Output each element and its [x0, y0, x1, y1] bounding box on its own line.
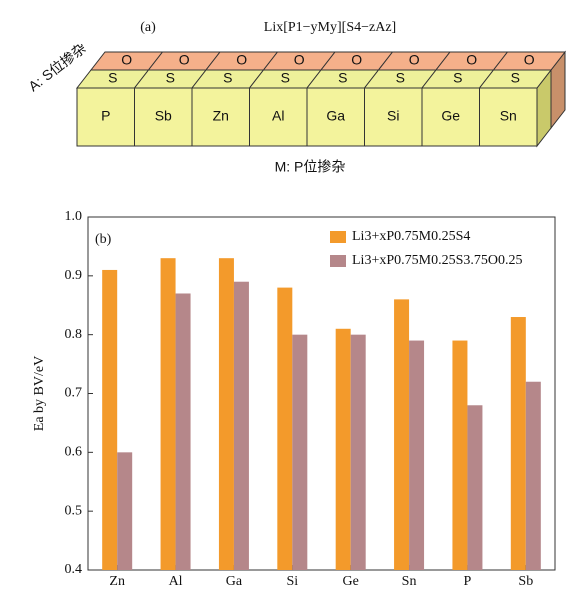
bar [219, 258, 234, 570]
o-label: O [236, 52, 247, 68]
x-tick-label: Zn [109, 574, 125, 589]
o-label: O [466, 52, 477, 68]
o-label: O [524, 52, 535, 68]
bar [117, 452, 132, 570]
bar [467, 405, 482, 570]
s-label: S [511, 70, 520, 86]
box-label: Si [387, 108, 399, 124]
x-tick-label: Sb [518, 574, 533, 589]
bar [452, 341, 467, 570]
bar [277, 288, 292, 570]
o-label: O [121, 52, 132, 68]
bar [394, 299, 409, 570]
x-tick-label: Ge [343, 574, 359, 589]
x-tick-label: Al [169, 574, 183, 589]
legend-label: Li3+xP0.75M0.25S4 [352, 229, 470, 244]
bar [351, 335, 366, 570]
o-label: O [179, 52, 190, 68]
formula: Lix[P1−yMy][S4−zAz] [264, 20, 396, 35]
x-tick-label: P [464, 574, 472, 589]
panel-label: (a) [140, 20, 156, 35]
s-label: S [396, 70, 405, 86]
bar [526, 382, 541, 570]
y-tick-label: 0.9 [65, 268, 83, 283]
bar [409, 341, 424, 570]
bar [234, 282, 249, 570]
y-tick-label: 0.5 [65, 503, 83, 518]
s-label: S [281, 70, 290, 86]
s-label: S [166, 70, 175, 86]
box-label: Ga [326, 108, 345, 124]
x-tick-label: Sn [402, 574, 417, 589]
x-tick-label: Si [286, 574, 298, 589]
figure: (a) Lix[P1−yMy][S4−zAz] A: S位掺杂 M: P位掺杂 … [0, 0, 572, 589]
legend-label: Li3+xP0.75M0.25S3.75O0.25 [352, 253, 522, 268]
s-label: S [338, 70, 347, 86]
y-axis-label: Ea by BV/eV [32, 356, 47, 431]
box-label: Sn [500, 108, 517, 124]
bar [176, 293, 191, 570]
panel-label: (b) [95, 232, 112, 247]
bar [511, 317, 526, 570]
box-label: P [101, 108, 110, 124]
y-tick-label: 0.8 [65, 327, 83, 342]
box-label: Sb [155, 108, 172, 124]
s-label: S [108, 70, 117, 86]
bar [161, 258, 176, 570]
box-label: Zn [213, 108, 229, 124]
bar [102, 270, 117, 570]
box-label: Al [272, 108, 284, 124]
legend-swatch [330, 255, 346, 267]
y-tick-label: 0.6 [65, 445, 83, 460]
o-label: O [351, 52, 362, 68]
x-tick-label: Ga [226, 574, 243, 589]
box-label: Ge [441, 108, 460, 124]
s-label: S [453, 70, 462, 86]
s-label: S [223, 70, 232, 86]
o-label: O [409, 52, 420, 68]
y-tick-label: 1.0 [65, 209, 83, 224]
y-tick-label: 0.7 [65, 386, 83, 401]
bar [336, 329, 351, 570]
m-site-label: M: P位掺杂 [275, 159, 346, 175]
y-tick-label: 0.4 [65, 562, 83, 577]
legend-swatch [330, 231, 346, 243]
o-label: O [294, 52, 305, 68]
bar [292, 335, 307, 570]
plot-frame [88, 217, 555, 570]
